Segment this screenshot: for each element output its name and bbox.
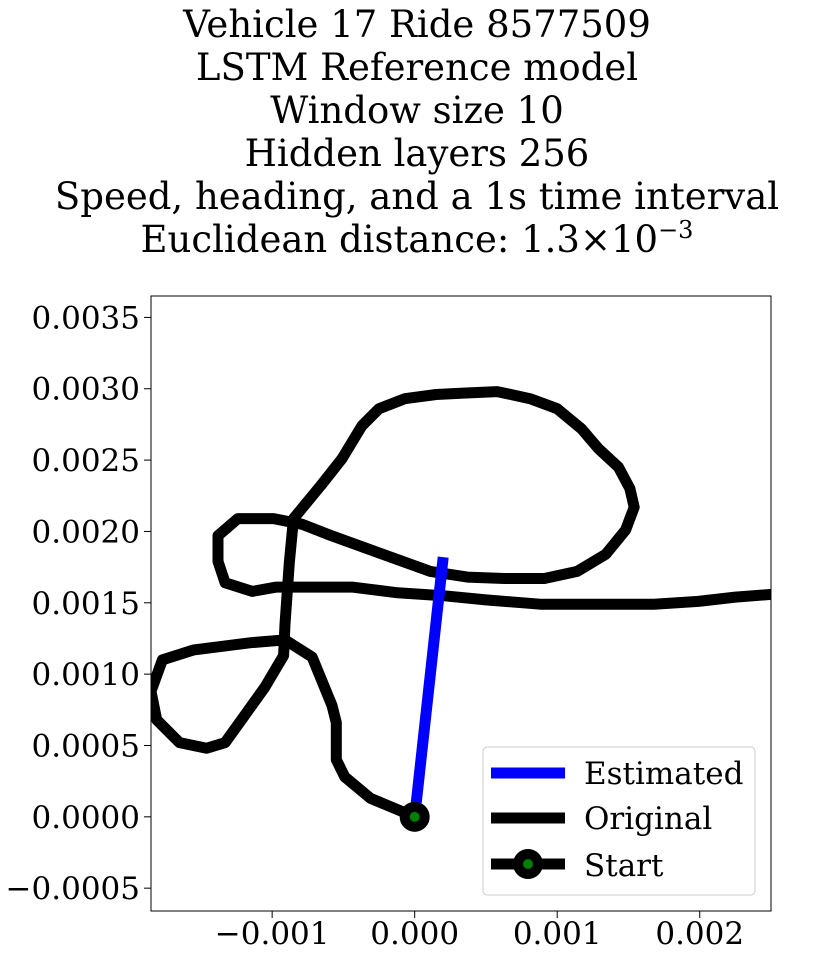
title-distance-exponent: −3 [658, 216, 694, 244]
legend-label-estimated: Estimated [584, 756, 743, 792]
axes-frame [150, 295, 772, 912]
title-distance-times: × [579, 218, 611, 261]
y-tick-label: 0.0000 [32, 800, 140, 836]
y-tick-label: 0.0035 [32, 300, 140, 336]
title-line: LSTM Reference model [195, 46, 639, 89]
title-line: Hidden layers 256 [244, 132, 590, 175]
y-tick-label: 0.0015 [32, 586, 140, 622]
plot-area [151, 386, 771, 832]
title-line: Window size 10 [270, 89, 564, 132]
y-tick-label: 0.0020 [32, 514, 140, 550]
x-tick-label: 0.000 [370, 916, 459, 952]
title-distance-prefix: Euclidean distance: [140, 218, 522, 261]
title-distance-base: 10 [610, 218, 659, 261]
title-distance-line: Euclidean distance: 1.3×10−3 [0, 218, 834, 261]
x-tick-label: 0.001 [513, 916, 602, 952]
x-tick-label: 0.002 [655, 916, 744, 952]
legend-start-marker-center [523, 859, 533, 869]
x-tick-label: −0.001 [215, 916, 330, 952]
legend-label-original: Original [584, 801, 712, 837]
title-distance-mantissa: 1.3 [521, 218, 580, 261]
legend-box [482, 746, 756, 896]
y-tick-label: 0.0005 [32, 728, 140, 764]
y-tick-label: 0.0030 [32, 372, 140, 408]
legend: Estimated Original Start [482, 746, 756, 896]
axis-ticks: −0.001 0.000 0.001 0.002 −0.0005 0.0000 0.0005… [6, 300, 745, 952]
series-original-line [151, 386, 771, 822]
y-tick-label: −0.0005 [6, 871, 140, 907]
title-line: Speed, heading, and a 1s time interval [54, 175, 780, 218]
y-tick-label: 0.0025 [32, 443, 140, 479]
y-tick-label: 0.0010 [32, 657, 140, 693]
chart-title: Vehicle 17 Ride 8577509 LSTM Reference m… [0, 0, 834, 261]
title-line: Vehicle 17 Ride 8577509 [183, 3, 651, 46]
legend-label-start: Start [584, 848, 664, 884]
series-estimated-line [409, 556, 449, 818]
start-marker-center [409, 811, 420, 822]
